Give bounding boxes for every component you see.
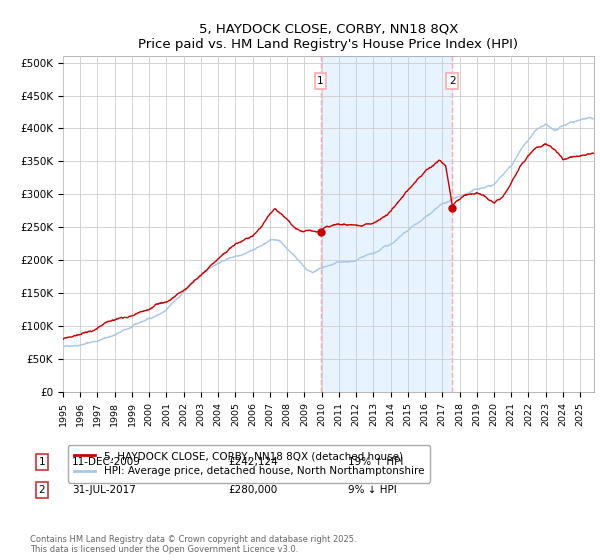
Text: 2: 2 bbox=[38, 485, 46, 495]
Text: 1: 1 bbox=[317, 76, 324, 86]
Bar bbox=[320, 56, 452, 392]
Text: 31-JUL-2017: 31-JUL-2017 bbox=[72, 485, 136, 495]
Legend: 5, HAYDOCK CLOSE, CORBY, NN18 8QX (detached house), HPI: Average price, detached: 5, HAYDOCK CLOSE, CORBY, NN18 8QX (detac… bbox=[68, 445, 430, 483]
Text: 1: 1 bbox=[38, 457, 46, 467]
Text: £280,000: £280,000 bbox=[228, 485, 277, 495]
Text: 9% ↓ HPI: 9% ↓ HPI bbox=[348, 485, 397, 495]
Text: £242,124: £242,124 bbox=[228, 457, 278, 467]
Text: 11-DEC-2009: 11-DEC-2009 bbox=[72, 457, 141, 467]
Text: 2: 2 bbox=[449, 76, 455, 86]
Text: 19% ↑ HPI: 19% ↑ HPI bbox=[348, 457, 403, 467]
Title: 5, HAYDOCK CLOSE, CORBY, NN18 8QX
Price paid vs. HM Land Registry's House Price : 5, HAYDOCK CLOSE, CORBY, NN18 8QX Price … bbox=[139, 22, 518, 50]
Text: Contains HM Land Registry data © Crown copyright and database right 2025.
This d: Contains HM Land Registry data © Crown c… bbox=[30, 535, 356, 554]
